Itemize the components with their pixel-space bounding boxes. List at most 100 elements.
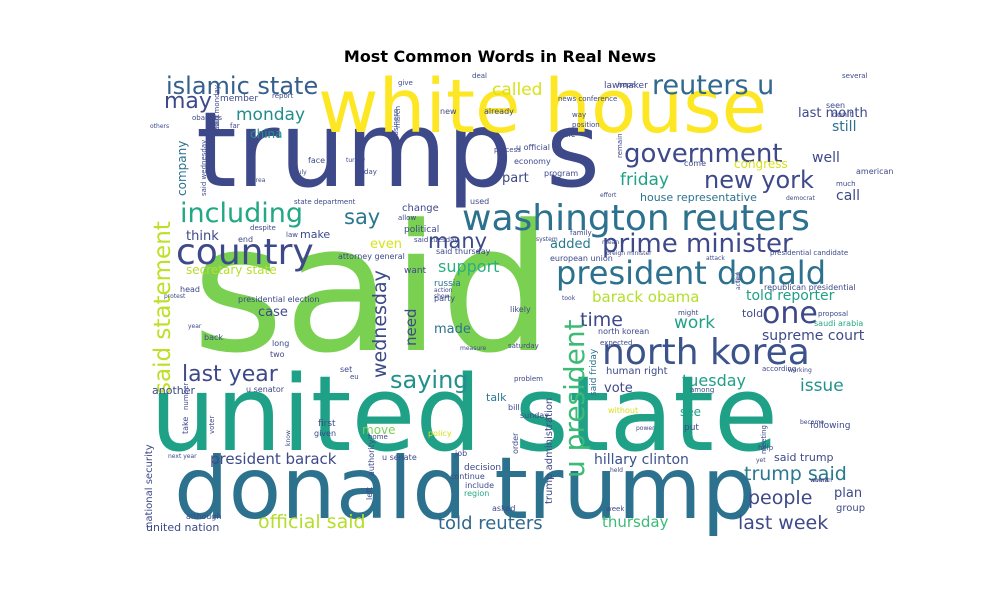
- word: protest: [164, 293, 186, 300]
- word: authority: [367, 439, 376, 476]
- word: yet: [756, 457, 766, 464]
- word: set: [340, 365, 352, 374]
- word: hope: [618, 81, 635, 89]
- word: event: [812, 477, 830, 484]
- word: business: [392, 109, 400, 140]
- word: case: [258, 305, 288, 320]
- word: area: [252, 177, 266, 184]
- word: donald trump: [174, 439, 756, 539]
- word: trump s: [196, 89, 600, 211]
- word: want: [404, 266, 427, 276]
- word: china: [250, 127, 283, 141]
- word: order: [511, 432, 520, 454]
- word: bill: [508, 403, 520, 412]
- word: u official: [516, 143, 550, 152]
- word: saudi arabia: [814, 319, 863, 328]
- word: last year: [182, 362, 279, 387]
- word: political: [404, 225, 439, 235]
- word: time: [580, 309, 623, 331]
- word: many: [428, 229, 487, 253]
- word: result: [213, 114, 221, 134]
- word: official said: [258, 511, 366, 533]
- word: think: [186, 229, 219, 244]
- word: trump said: [744, 463, 847, 485]
- word: white house: [318, 64, 767, 150]
- word: presidential election: [238, 295, 319, 304]
- word: seen: [826, 101, 845, 110]
- word: allow: [398, 214, 416, 222]
- word: another: [152, 384, 195, 397]
- word: march: [394, 106, 402, 128]
- word: talk: [486, 391, 507, 404]
- word: turkey: [346, 157, 366, 164]
- word: following: [810, 421, 850, 431]
- word: meeting: [760, 425, 768, 454]
- word: given: [314, 429, 336, 438]
- word: attorney general: [338, 252, 405, 261]
- word: sunday: [520, 411, 549, 420]
- word: support: [438, 257, 499, 276]
- word: woman: [810, 477, 832, 484]
- word: last month: [798, 106, 868, 121]
- word: one: [762, 296, 818, 331]
- word: head: [180, 285, 200, 294]
- word: friday: [620, 170, 669, 190]
- word: u senator: [246, 385, 285, 394]
- word: rule: [560, 130, 576, 139]
- word: president donald: [556, 254, 826, 292]
- word: including: [180, 198, 303, 229]
- word: show: [434, 293, 450, 300]
- word: give: [398, 79, 413, 87]
- word: said thursday: [436, 247, 491, 256]
- word: voter: [208, 416, 216, 434]
- word: others: [150, 123, 169, 130]
- word: likely: [510, 305, 531, 314]
- word: saying: [390, 366, 469, 394]
- word: face: [308, 156, 325, 165]
- word: house representative: [640, 191, 757, 204]
- word: continue: [450, 472, 485, 481]
- word: u senate: [382, 453, 417, 462]
- word: move: [362, 423, 396, 437]
- word: way: [572, 111, 586, 119]
- word: united state: [150, 353, 778, 475]
- word: told: [742, 307, 763, 320]
- word: change: [402, 203, 439, 214]
- word: already: [484, 107, 514, 116]
- word: law: [286, 231, 298, 239]
- word-cloud-words: said trump s united state donald trump w…: [144, 64, 894, 539]
- word: power: [636, 425, 655, 432]
- word: u president: [558, 319, 591, 478]
- word: according: [762, 365, 796, 373]
- word: said friday: [589, 348, 599, 396]
- word: first: [318, 419, 336, 429]
- word: year: [188, 323, 202, 330]
- word: washington reuters: [462, 198, 810, 239]
- word: problem: [514, 375, 543, 383]
- word: wednesday: [369, 270, 391, 378]
- word: said wednesday: [200, 140, 208, 196]
- word: attack: [706, 255, 725, 262]
- word: reuters u: [652, 70, 774, 101]
- word: expected: [600, 339, 632, 347]
- word: day: [364, 168, 377, 176]
- word: people: [748, 487, 812, 509]
- word: next year: [168, 453, 197, 460]
- word: deal: [472, 72, 487, 80]
- word: prime minister: [602, 229, 793, 259]
- word: several: [842, 72, 868, 80]
- word: news conference: [558, 95, 617, 103]
- word: make: [300, 228, 330, 241]
- word: know: [285, 430, 292, 446]
- word: saturday: [508, 342, 539, 350]
- word: left: [365, 487, 374, 500]
- word: see: [680, 405, 701, 419]
- word: democrat: [786, 195, 815, 202]
- word: called: [492, 80, 542, 100]
- word: despite: [250, 224, 276, 232]
- word: national security: [144, 444, 155, 528]
- word: party: [434, 294, 455, 303]
- word: human right: [606, 366, 668, 377]
- word: government: [624, 139, 783, 169]
- word: become: [800, 419, 824, 426]
